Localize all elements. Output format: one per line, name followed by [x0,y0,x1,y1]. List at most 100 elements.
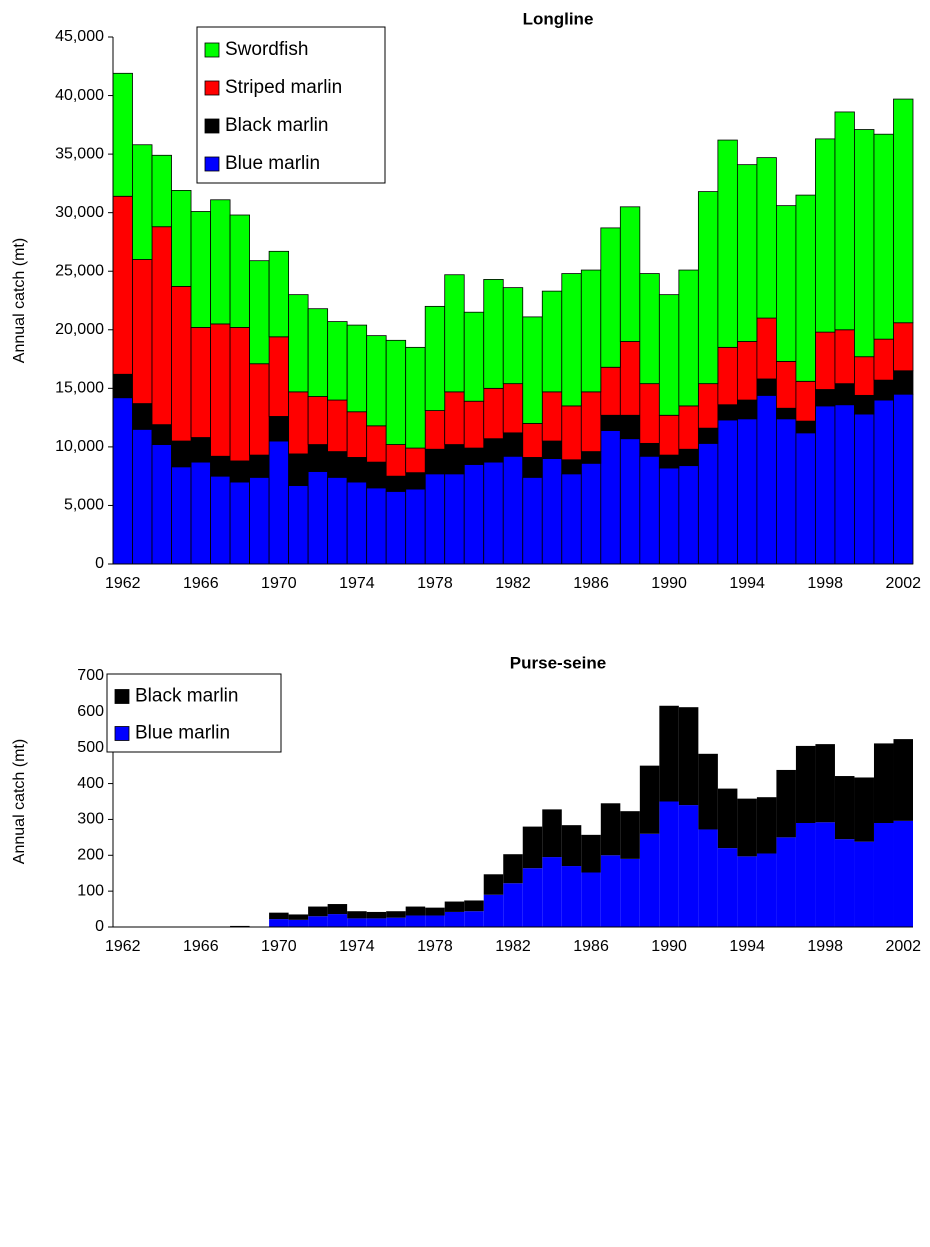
bar [502,383,524,434]
bar [834,776,855,840]
bar [190,211,211,328]
bar [425,907,445,916]
bar [854,413,875,565]
bar [151,424,172,445]
x-tick-label: 1962 [105,938,141,955]
bar [600,227,621,368]
bar [736,418,758,565]
bar [522,476,543,565]
bar [210,475,231,565]
bar [542,809,562,858]
bar [444,901,465,912]
bar [112,72,133,197]
bar [444,911,465,927]
x-tick-label: 1998 [807,938,843,955]
bar [444,274,465,393]
bar [424,410,446,450]
bar [483,279,504,389]
bar [385,339,407,445]
bar [834,383,855,406]
bar [269,912,289,920]
bar [405,488,426,565]
bar [288,914,309,920]
x-tick-label: 1966 [183,575,219,592]
bar [112,373,133,399]
bar [385,475,407,492]
bar [483,894,504,927]
bar [736,341,758,401]
bar [327,321,348,401]
bar [717,788,738,849]
bar [600,414,621,431]
bar [795,432,816,565]
y-tick-label: 35,000 [55,145,104,162]
bar [444,444,465,475]
bar [385,490,407,565]
bar [893,393,914,565]
bar [717,346,738,406]
bar [386,917,406,927]
bar [366,335,387,427]
bar [327,904,348,915]
bar [697,191,719,385]
bar [815,389,836,407]
bar [580,391,602,452]
bar [658,414,680,456]
y-tick-label: 30,000 [55,204,104,221]
x-tick-label: 2002 [885,575,921,592]
y-tick-label: 25,000 [55,262,104,279]
bar [424,448,446,475]
chart-title: Longline [523,9,594,28]
bar [424,305,446,411]
bar [171,440,192,468]
y-tick-label: 100 [77,882,104,899]
bar [737,798,757,857]
bar [600,366,621,416]
bar [346,411,368,458]
bar [210,199,231,325]
bar [561,866,582,927]
y-axis-label: Annual catch (mt) [11,739,28,864]
legend-swatch [114,689,130,704]
bar [795,823,816,927]
bar [639,273,660,385]
bar [854,129,875,358]
bar [288,485,309,565]
y-axis-label: Annual catch (mt) [11,238,28,363]
bar [483,461,504,565]
bar [580,462,602,565]
y-tick-label: 40,000 [55,87,104,104]
y-tick-label: 500 [77,739,104,756]
x-tick-label: 2002 [885,938,921,955]
bar [795,380,816,422]
y-tick-label: 5,000 [64,497,104,514]
x-tick-label: 1998 [807,575,843,592]
bar [346,481,368,565]
bar [463,464,485,565]
bar [151,226,172,426]
bar [229,327,250,462]
y-tick-label: 10,000 [55,438,104,455]
y-tick-label: 20,000 [55,321,104,338]
bar [249,454,270,478]
legend-label: Blue marlin [135,723,230,744]
chart-title: Purse-seine [510,653,606,672]
bar [268,416,290,442]
bar [697,383,719,429]
bar [463,447,485,465]
bar [678,707,699,806]
bar [269,919,289,927]
bar [815,331,836,390]
bar [308,906,328,917]
bar [815,138,836,333]
bar [249,260,270,365]
bar [483,874,504,895]
bar [288,294,309,393]
bar [522,457,543,478]
bar [366,425,387,463]
bar [366,461,387,489]
bar [405,447,426,474]
bar [230,925,250,927]
y-tick-label: 200 [77,847,104,864]
bar [561,273,582,407]
